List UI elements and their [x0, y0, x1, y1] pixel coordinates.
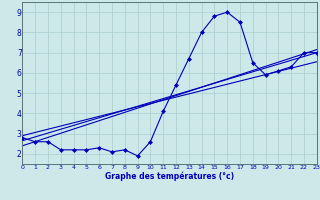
X-axis label: Graphe des températures (°c): Graphe des températures (°c) — [105, 171, 234, 181]
